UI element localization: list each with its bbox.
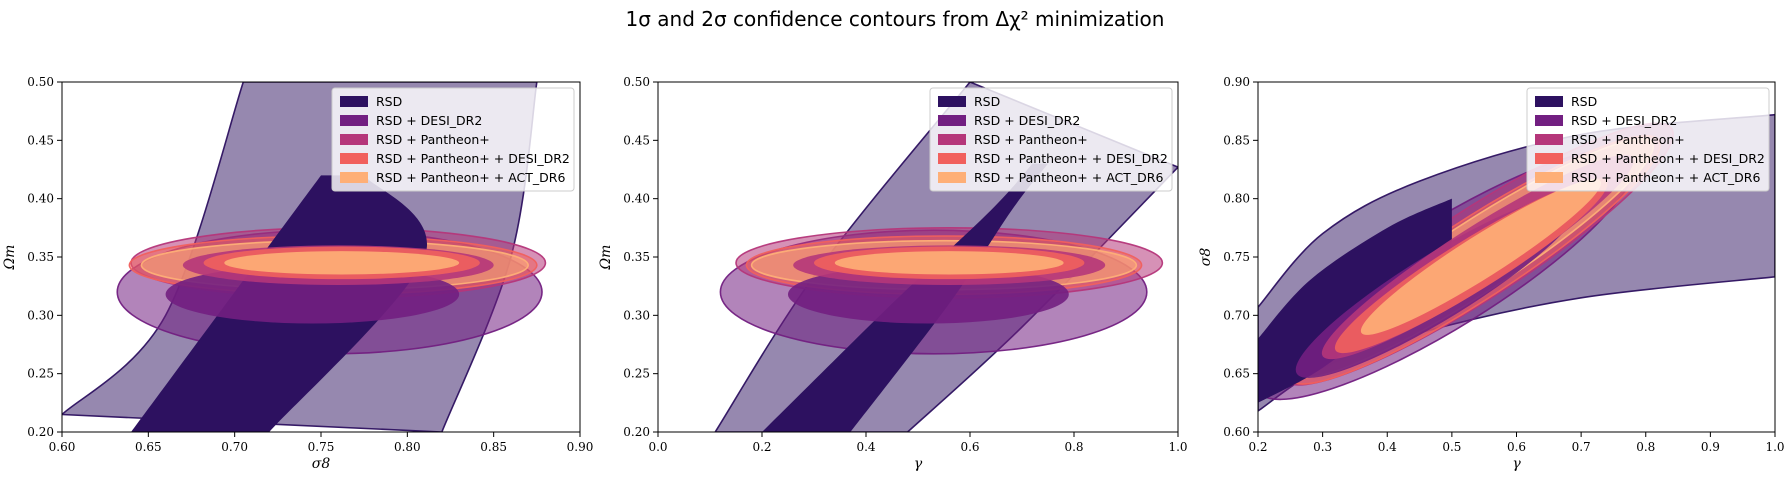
legend-swatch [1535, 172, 1563, 183]
x-tick-label: 0.4 [856, 440, 875, 454]
y-tick-label: 0.25 [27, 367, 54, 381]
legend-label: RSD [1571, 94, 1597, 109]
legend-swatch [340, 153, 368, 164]
y-tick-label: 0.50 [623, 75, 650, 89]
legend: RSD RSD + DESI_DR2 RSD + Pantheon+ RSD + Pa… [1526, 87, 1770, 192]
y-tick-label: 0.30 [27, 308, 54, 322]
legend-swatch [340, 96, 368, 107]
legend-label: RSD + DESI_DR2 [376, 113, 482, 128]
y-tick-label: 0.35 [27, 250, 54, 264]
y-tick-label: 0.85 [1223, 133, 1250, 147]
y-tick-label: 0.90 [1223, 75, 1250, 89]
legend-swatch [1535, 134, 1563, 145]
y-tick-label: 0.75 [1223, 250, 1250, 264]
y-axis-label: Ωm [2, 245, 18, 271]
y-axis-label: Ωm [598, 245, 614, 271]
x-tick-label: 0.7 [1572, 440, 1591, 454]
y-tick-label: 0.20 [27, 425, 54, 439]
legend: RSD RSD + DESI_DR2 RSD + Pantheon+ RSD + Pa… [929, 87, 1173, 192]
legend-label: RSD + DESI_DR2 [974, 113, 1080, 128]
x-tick-label: 0.75 [308, 440, 335, 454]
y-tick-label: 0.80 [1223, 192, 1250, 206]
x-tick-label: 0.5 [1442, 440, 1461, 454]
x-tick-label: 0.2 [1248, 440, 1267, 454]
y-tick-label: 0.60 [1223, 425, 1250, 439]
legend-label: RSD + DESI_DR2 [1571, 113, 1677, 128]
y-tick-label: 0.35 [623, 250, 650, 264]
legend-box [331, 87, 575, 192]
panels: 0.60 0.65 0.70 0.75 0.80 0.85 0.900.200.250.30… [2, 75, 1785, 472]
legend-swatch [340, 134, 368, 145]
y-tick-label: 0.50 [27, 75, 54, 89]
plot-area [714, 82, 1178, 432]
plot-area [62, 82, 547, 432]
legend-swatch [340, 115, 368, 126]
legend-label: RSD + Pantheon+ [974, 132, 1088, 147]
x-tick-label: 0.0 [648, 440, 667, 454]
contour-sigma1-series-5 [224, 251, 460, 275]
y-tick-label: 0.30 [623, 308, 650, 322]
x-tick-label: 0.65 [135, 440, 162, 454]
y-tick-label: 0.70 [1223, 308, 1250, 322]
legend-label: RSD + Pantheon+ + ACT_DR6 [376, 170, 565, 185]
y-tick-label: 0.40 [623, 192, 650, 206]
legend-swatch [938, 172, 966, 183]
x-tick-label: 0.70 [221, 440, 248, 454]
legend-swatch [938, 96, 966, 107]
figure-title: 1σ and 2σ confidence contours from Δχ² m… [626, 7, 1165, 31]
chart-panel-3: 0.2 0.3 0.4 0.5 0.6 0.7 0.8 0.9 1.0 0.60 0.65 0.70 0… [1198, 75, 1785, 472]
x-tick-label: 0.4 [1378, 440, 1397, 454]
legend-label: RSD [974, 94, 1000, 109]
legend-label: RSD + Pantheon+ [1571, 132, 1685, 147]
y-tick-label: 0.40 [27, 192, 54, 206]
legend-label: RSD + Pantheon+ [376, 132, 490, 147]
x-axis-label: γ [914, 456, 923, 472]
x-axis-label: γ [1512, 456, 1521, 472]
legend-label: RSD + Pantheon+ + DESI_DR2 [376, 151, 570, 166]
legend-box [929, 87, 1173, 192]
contour-sigma1-series-5 [1360, 179, 1602, 335]
x-tick-label: 0.8 [1064, 440, 1083, 454]
legend-swatch [1535, 115, 1563, 126]
x-tick-label: 0.6 [1507, 440, 1526, 454]
x-tick-label: 0.8 [1636, 440, 1655, 454]
x-axis-label: σ8 [312, 456, 331, 472]
legend-swatch [1535, 96, 1563, 107]
legend-label: RSD + Pantheon+ + DESI_DR2 [974, 151, 1168, 166]
chart-panel-2: 0.0 0.2 0.4 0.6 0.8 1.0 0.20 0.25 0.30 0.35 0.40 0.… [598, 75, 1188, 472]
x-tick-label: 0.9 [1701, 440, 1720, 454]
y-tick-label: 0.25 [623, 367, 650, 381]
x-tick-label: 0.80 [394, 440, 421, 454]
legend: RSD RSD + DESI_DR2 RSD + Pantheon+ RSD + Pa… [331, 87, 575, 192]
legend-swatch [938, 153, 966, 164]
legend-label: RSD + Pantheon+ + ACT_DR6 [974, 170, 1163, 185]
y-tick-label: 0.45 [623, 133, 650, 147]
y-axis-label: σ8 [1198, 248, 1214, 267]
y-tick-label: 0.20 [623, 425, 650, 439]
legend-label: RSD + Pantheon+ + ACT_DR6 [1571, 170, 1760, 185]
legend-swatch [1535, 153, 1563, 164]
y-tick-label: 0.65 [1223, 367, 1250, 381]
x-tick-label: 0.6 [960, 440, 979, 454]
legend-swatch [340, 172, 368, 183]
y-tick-label: 0.45 [27, 133, 54, 147]
x-tick-label: 0.90 [567, 440, 594, 454]
contour-sigma1-series-5 [834, 251, 1064, 275]
x-tick-label: 0.2 [752, 440, 771, 454]
x-tick-label: 1.0 [1765, 440, 1784, 454]
legend-label: RSD + Pantheon+ + DESI_DR2 [1571, 151, 1765, 166]
chart-panel-1: 0.60 0.65 0.70 0.75 0.80 0.85 0.90 0.20 0.25 0.30… [2, 75, 593, 472]
x-tick-label: 0.3 [1313, 440, 1332, 454]
x-tick-label: 0.60 [49, 440, 76, 454]
legend-box [1526, 87, 1770, 192]
legend-swatch [938, 134, 966, 145]
x-tick-label: 1.0 [1168, 440, 1187, 454]
legend-label: RSD [376, 94, 402, 109]
x-tick-label: 0.85 [480, 440, 507, 454]
legend-swatch [938, 115, 966, 126]
